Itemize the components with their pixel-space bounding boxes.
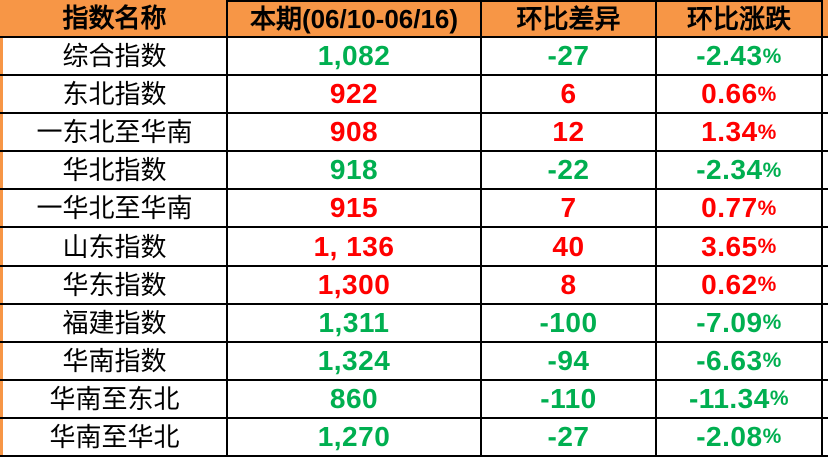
row-right-strip (823, 76, 828, 115)
index-name-cell: 华东指数 (3, 266, 228, 305)
percent-sign: % (769, 387, 790, 411)
current-value-cell: 1, 136 (228, 228, 482, 267)
pct-value-cell: 3.65% (657, 228, 823, 267)
percent-sign: % (762, 44, 782, 68)
row-right-strip (823, 114, 828, 153)
diff-value-cell: 8 (482, 266, 657, 305)
row-left-strip (0, 342, 3, 381)
percent-sign: % (762, 311, 782, 335)
header-cell-mom-difference: 环比差异 (482, 0, 657, 39)
pct-value-cell: 0.62% (657, 266, 823, 305)
row-left-strip (0, 190, 3, 229)
index-name-cell: 福建指数 (3, 304, 228, 343)
row-right-strip (823, 418, 828, 457)
row-left-strip (0, 76, 3, 115)
row-left-strip (0, 228, 3, 267)
diff-value-cell: -94 (482, 342, 657, 381)
percent-sign: % (757, 235, 777, 259)
diff-value-cell: -100 (482, 304, 657, 343)
row-right-strip (823, 152, 828, 191)
row-right-strip (823, 266, 828, 305)
header-right-strip (823, 0, 828, 39)
row-left-strip (0, 38, 3, 77)
row-left-strip (0, 114, 3, 153)
header-cell-mom-change: 环比涨跌 (657, 0, 823, 39)
current-value-cell: 1,311 (228, 304, 482, 343)
diff-value-cell: 12 (482, 114, 657, 153)
current-value-cell: 922 (228, 76, 482, 115)
row-right-strip (823, 38, 828, 77)
current-value-cell: 1,300 (228, 266, 482, 305)
current-value-cell: 915 (228, 190, 482, 229)
percent-sign: % (762, 158, 782, 182)
percent-sign: % (757, 273, 777, 297)
row-left-strip (0, 266, 3, 305)
header-cell-index-name: 指数名称 (3, 0, 228, 39)
current-value-cell: 1,082 (228, 38, 482, 77)
percent-sign: % (762, 349, 782, 373)
row-left-strip (0, 418, 3, 457)
pct-value-cell: -2.34% (657, 152, 823, 191)
row-right-strip (823, 380, 828, 419)
pct-value-cell: 0.66% (657, 76, 823, 115)
diff-value-cell: -27 (482, 418, 657, 457)
index-name-cell: 山东指数 (3, 228, 228, 267)
current-value-cell: 918 (228, 152, 482, 191)
index-name-cell: 华南指数 (3, 342, 228, 381)
diff-value-cell: 7 (482, 190, 657, 229)
row-right-strip (823, 304, 828, 343)
current-value-cell: 1,324 (228, 342, 482, 381)
row-left-strip (0, 304, 3, 343)
current-value-cell: 1,270 (228, 418, 482, 457)
diff-value-cell: -22 (482, 152, 657, 191)
percent-sign: % (757, 196, 777, 220)
pct-value-cell: -2.08% (657, 418, 823, 457)
row-right-strip (823, 190, 828, 229)
row-left-strip (0, 380, 3, 419)
current-value-cell: 860 (228, 380, 482, 419)
pct-value-cell: 1.34% (657, 114, 823, 153)
index-name-cell: 华南至东北 (3, 380, 228, 419)
index-name-cell: 华北指数 (3, 152, 228, 191)
row-right-strip (823, 342, 828, 381)
diff-value-cell: 6 (482, 76, 657, 115)
index-name-cell: 一华北至华南 (3, 190, 228, 229)
row-right-strip (823, 228, 828, 267)
index-name-cell: 华南至华北 (3, 418, 228, 457)
row-left-strip (0, 152, 3, 191)
diff-value-cell: 40 (482, 228, 657, 267)
percent-sign: % (757, 82, 777, 106)
diff-value-cell: -110 (482, 380, 657, 419)
index-name-cell: 一东北至华南 (3, 114, 228, 153)
pct-value-cell: 0.77% (657, 190, 823, 229)
diff-value-cell: -27 (482, 38, 657, 77)
current-value-cell: 908 (228, 114, 482, 153)
header-cell-current-period: 本期(06/10-06/16) (228, 0, 482, 39)
index-name-cell: 综合指数 (3, 38, 228, 77)
percent-sign: % (757, 120, 777, 144)
pct-value-cell: -2.43% (657, 38, 823, 77)
pct-value-cell: -6.63% (657, 342, 823, 381)
header-left-strip (0, 0, 3, 39)
percent-sign: % (762, 425, 782, 449)
index-name-cell: 东北指数 (3, 76, 228, 115)
pct-value-cell: -11.34% (657, 380, 823, 419)
pct-value-cell: -7.09% (657, 304, 823, 343)
